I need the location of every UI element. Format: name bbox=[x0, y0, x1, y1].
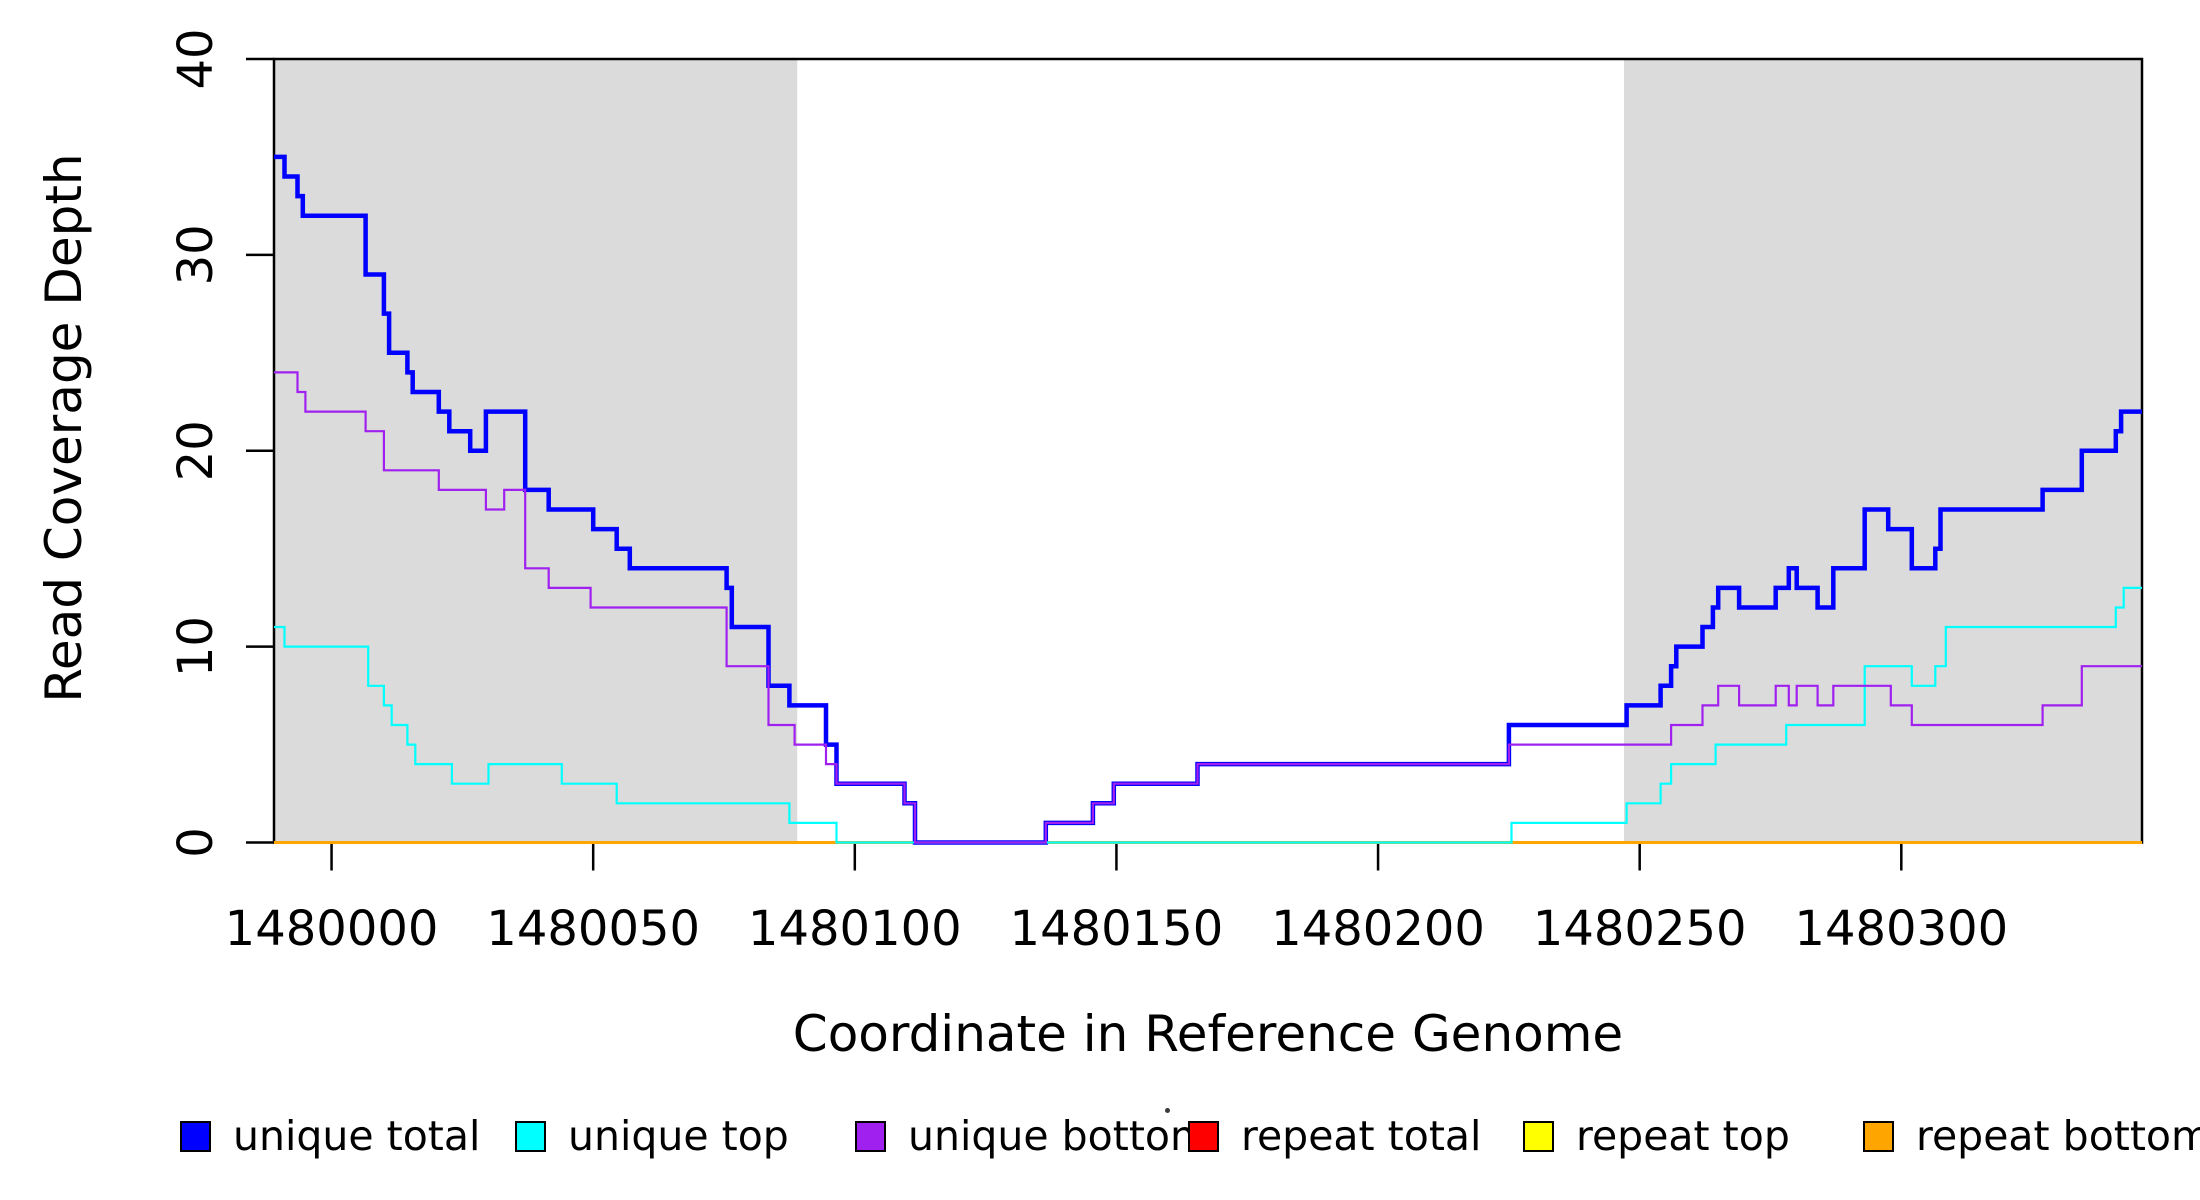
legend-item-repeat-bottom bbox=[1863, 1120, 1894, 1152]
legend-swatch-repeat-bottom bbox=[1863, 1120, 1894, 1152]
legend-item-unique-top bbox=[515, 1120, 546, 1152]
y-axis-tick-labels: 0 10 20 30 40 bbox=[168, 28, 224, 857]
legend-swatch-unique-total bbox=[180, 1120, 211, 1152]
shaded-region-right-repeat-flank bbox=[1623, 59, 2142, 843]
legend-label-unique-top: unique top bbox=[568, 1112, 789, 1160]
y-tick-label: 20 bbox=[168, 420, 224, 481]
x-axis-title: Coordinate in Reference Genome bbox=[792, 1005, 1624, 1063]
legend-label-repeat-top: repeat top bbox=[1576, 1112, 1790, 1160]
legend-swatch-unique-bottom bbox=[855, 1120, 886, 1152]
legend-swatch-repeat-top bbox=[1523, 1120, 1554, 1152]
legend-swatch-unique-top bbox=[515, 1120, 546, 1152]
y-tick-label: 30 bbox=[168, 224, 224, 285]
legend-label-repeat-bottom: repeat bottom bbox=[1916, 1112, 2200, 1160]
legend-item-unique-bottom bbox=[855, 1120, 886, 1152]
series-unique-top bbox=[274, 586, 2142, 844]
x-tick-label: 1480150 bbox=[1010, 901, 1224, 957]
x-tick-label: 1480200 bbox=[1271, 901, 1485, 957]
legend-label-unique-bottom: unique bottom bbox=[908, 1112, 1210, 1160]
x-axis bbox=[330, 842, 1903, 871]
y-axis bbox=[246, 57, 274, 844]
y-tick-label: 0 bbox=[168, 827, 224, 858]
legend-label-repeat-total: repeat total bbox=[1241, 1112, 1482, 1160]
x-tick-label: 1480000 bbox=[225, 901, 439, 957]
x-tick-label: 1480300 bbox=[1794, 901, 2008, 957]
legend-label-unique-total: unique total bbox=[233, 1112, 481, 1160]
legend-item-repeat-top bbox=[1523, 1120, 1554, 1152]
x-tick-label: 1480050 bbox=[486, 901, 700, 957]
shaded-region-left-repeat-flank bbox=[274, 59, 798, 843]
legend-item-repeat-total bbox=[1188, 1120, 1219, 1152]
y-tick-label: 40 bbox=[168, 28, 224, 89]
legend-swatch-repeat-total bbox=[1188, 1120, 1219, 1152]
x-tick-label: 1480100 bbox=[748, 901, 962, 957]
x-tick-label: 1480250 bbox=[1533, 901, 1747, 957]
stray-dot bbox=[1165, 1108, 1170, 1113]
x-axis-tick-labels: 1480000 1480050 1480100 1480150 1480200 14802… bbox=[225, 901, 2009, 957]
legend-item-unique-total bbox=[180, 1120, 211, 1152]
series-unique-bottom bbox=[274, 371, 2142, 844]
y-tick-label: 10 bbox=[168, 616, 224, 677]
